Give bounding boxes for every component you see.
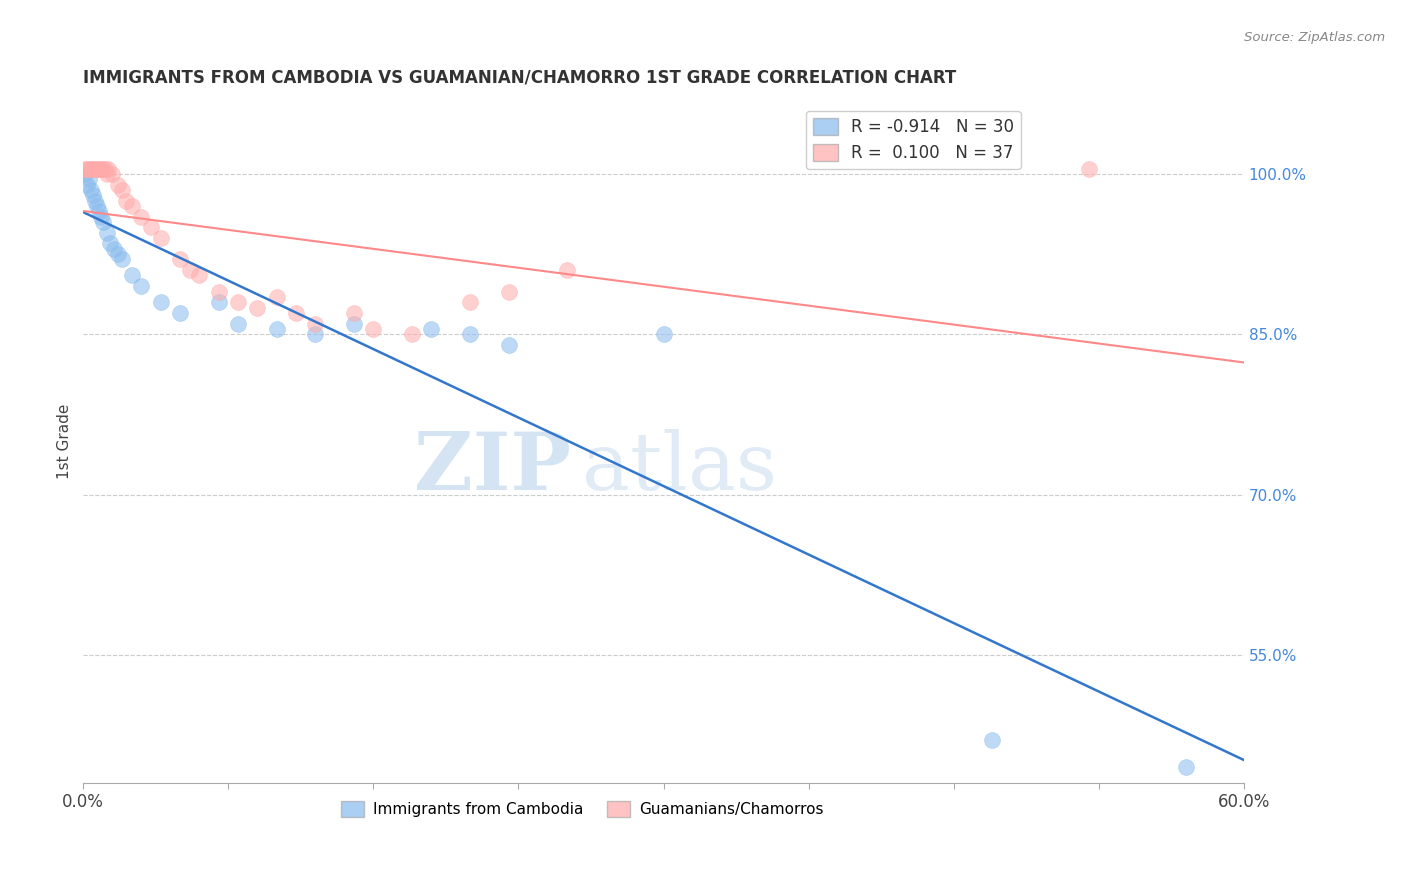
- Point: [401, 327, 423, 342]
- Point: [90, 161, 112, 176]
- Point: [87, 161, 110, 176]
- Point: [121, 268, 143, 283]
- Point: [226, 295, 249, 310]
- Point: [121, 199, 143, 213]
- Point: [86, 161, 108, 176]
- Point: [90, 210, 112, 224]
- Point: [83, 161, 105, 176]
- Point: [169, 306, 191, 320]
- Point: [266, 322, 288, 336]
- Point: [266, 290, 288, 304]
- Point: [652, 327, 675, 342]
- Point: [87, 204, 110, 219]
- Point: [458, 327, 481, 342]
- Point: [101, 167, 124, 181]
- Point: [208, 285, 231, 299]
- Point: [86, 199, 108, 213]
- Y-axis label: 1st Grade: 1st Grade: [58, 403, 72, 479]
- Point: [420, 322, 443, 336]
- Point: [91, 161, 114, 176]
- Point: [498, 338, 520, 352]
- Point: [343, 317, 366, 331]
- Point: [115, 194, 138, 208]
- Point: [111, 183, 134, 197]
- Point: [111, 252, 134, 267]
- Point: [169, 252, 191, 267]
- Point: [458, 295, 481, 310]
- Point: [103, 242, 125, 256]
- Point: [363, 322, 385, 336]
- Point: [98, 236, 121, 251]
- Point: [179, 263, 201, 277]
- Point: [149, 295, 172, 310]
- Legend: Immigrants from Cambodia, Guamanians/Chamorros: Immigrants from Cambodia, Guamanians/Cha…: [335, 795, 830, 823]
- Point: [83, 194, 105, 208]
- Point: [208, 295, 231, 310]
- Point: [107, 247, 129, 261]
- Point: [82, 161, 104, 176]
- Point: [80, 183, 103, 197]
- Point: [304, 327, 326, 342]
- Point: [96, 167, 118, 181]
- Point: [139, 220, 162, 235]
- Point: [304, 317, 326, 331]
- Point: [285, 306, 308, 320]
- Point: [498, 285, 520, 299]
- Point: [96, 226, 118, 240]
- Point: [75, 167, 97, 181]
- Point: [75, 161, 97, 176]
- Point: [555, 263, 578, 277]
- Point: [343, 306, 366, 320]
- Text: Source: ZipAtlas.com: Source: ZipAtlas.com: [1244, 31, 1385, 45]
- Point: [76, 161, 98, 176]
- Point: [77, 161, 100, 176]
- Point: [76, 178, 98, 192]
- Point: [91, 215, 114, 229]
- Point: [226, 317, 249, 331]
- Point: [82, 188, 104, 202]
- Text: atlas: atlas: [582, 429, 778, 508]
- Point: [80, 161, 103, 176]
- Point: [981, 733, 1004, 747]
- Point: [131, 210, 153, 224]
- Point: [107, 178, 129, 192]
- Point: [1174, 760, 1197, 774]
- Point: [188, 268, 211, 283]
- Point: [97, 161, 120, 176]
- Text: IMMIGRANTS FROM CAMBODIA VS GUAMANIAN/CHAMORRO 1ST GRADE CORRELATION CHART: IMMIGRANTS FROM CAMBODIA VS GUAMANIAN/CH…: [83, 69, 956, 87]
- Text: ZIP: ZIP: [413, 429, 571, 508]
- Point: [93, 161, 115, 176]
- Point: [246, 301, 269, 315]
- Point: [1078, 161, 1101, 176]
- Point: [77, 172, 100, 186]
- Point: [149, 231, 172, 245]
- Point: [131, 279, 153, 293]
